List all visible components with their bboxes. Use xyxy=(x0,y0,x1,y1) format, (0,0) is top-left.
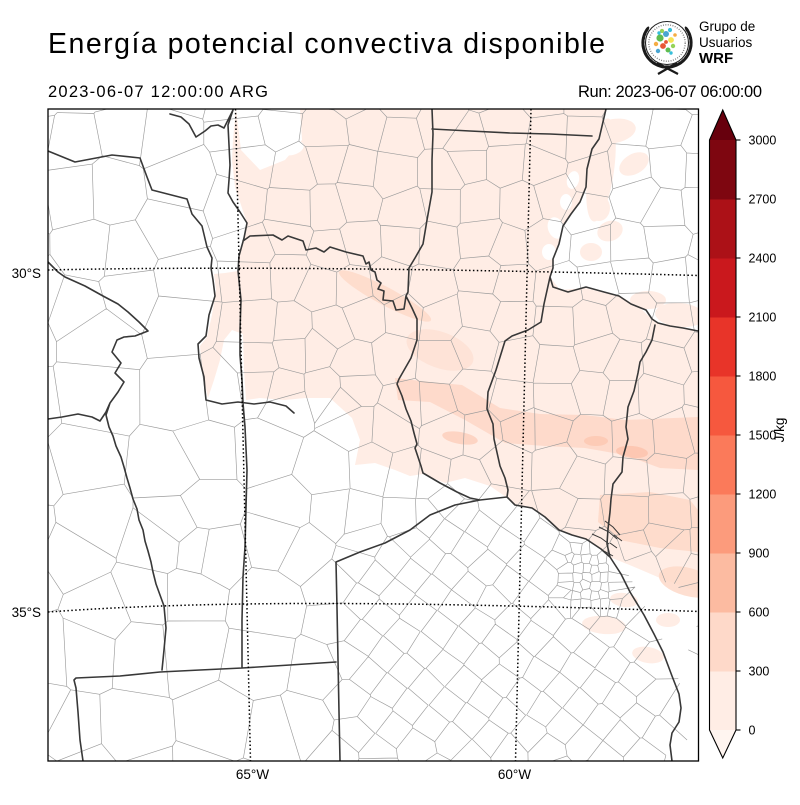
svg-text:2400: 2400 xyxy=(749,251,777,265)
svg-text:J/kg: J/kg xyxy=(772,418,787,443)
svg-text:Grupo de: Grupo de xyxy=(699,19,755,34)
svg-text:1200: 1200 xyxy=(749,487,777,501)
svg-text:1800: 1800 xyxy=(749,369,777,383)
svg-text:300: 300 xyxy=(749,664,770,678)
svg-text:2023-06-07 12:00:00 ARG: 2023-06-07 12:00:00 ARG xyxy=(48,83,268,101)
svg-text:Run: 2023-06-07 06:00:00: Run: 2023-06-07 06:00:00 xyxy=(578,83,762,101)
svg-text:2100: 2100 xyxy=(749,310,777,324)
svg-text:Energía potencial convectiva d: Energía potencial convectiva disponible xyxy=(48,28,605,60)
svg-text:1500: 1500 xyxy=(749,428,777,442)
svg-text:3000: 3000 xyxy=(749,133,777,147)
svg-text:2700: 2700 xyxy=(749,192,777,206)
svg-text:65°W: 65°W xyxy=(236,767,269,782)
svg-text:60°W: 60°W xyxy=(498,767,531,782)
svg-text:30°S: 30°S xyxy=(12,266,41,281)
svg-text:WRF: WRF xyxy=(699,50,733,67)
svg-text:900: 900 xyxy=(749,546,770,560)
svg-text:Usuarios: Usuarios xyxy=(699,35,753,50)
svg-text:35°S: 35°S xyxy=(12,605,41,620)
svg-text:600: 600 xyxy=(749,605,770,619)
svg-text:0: 0 xyxy=(749,723,756,737)
